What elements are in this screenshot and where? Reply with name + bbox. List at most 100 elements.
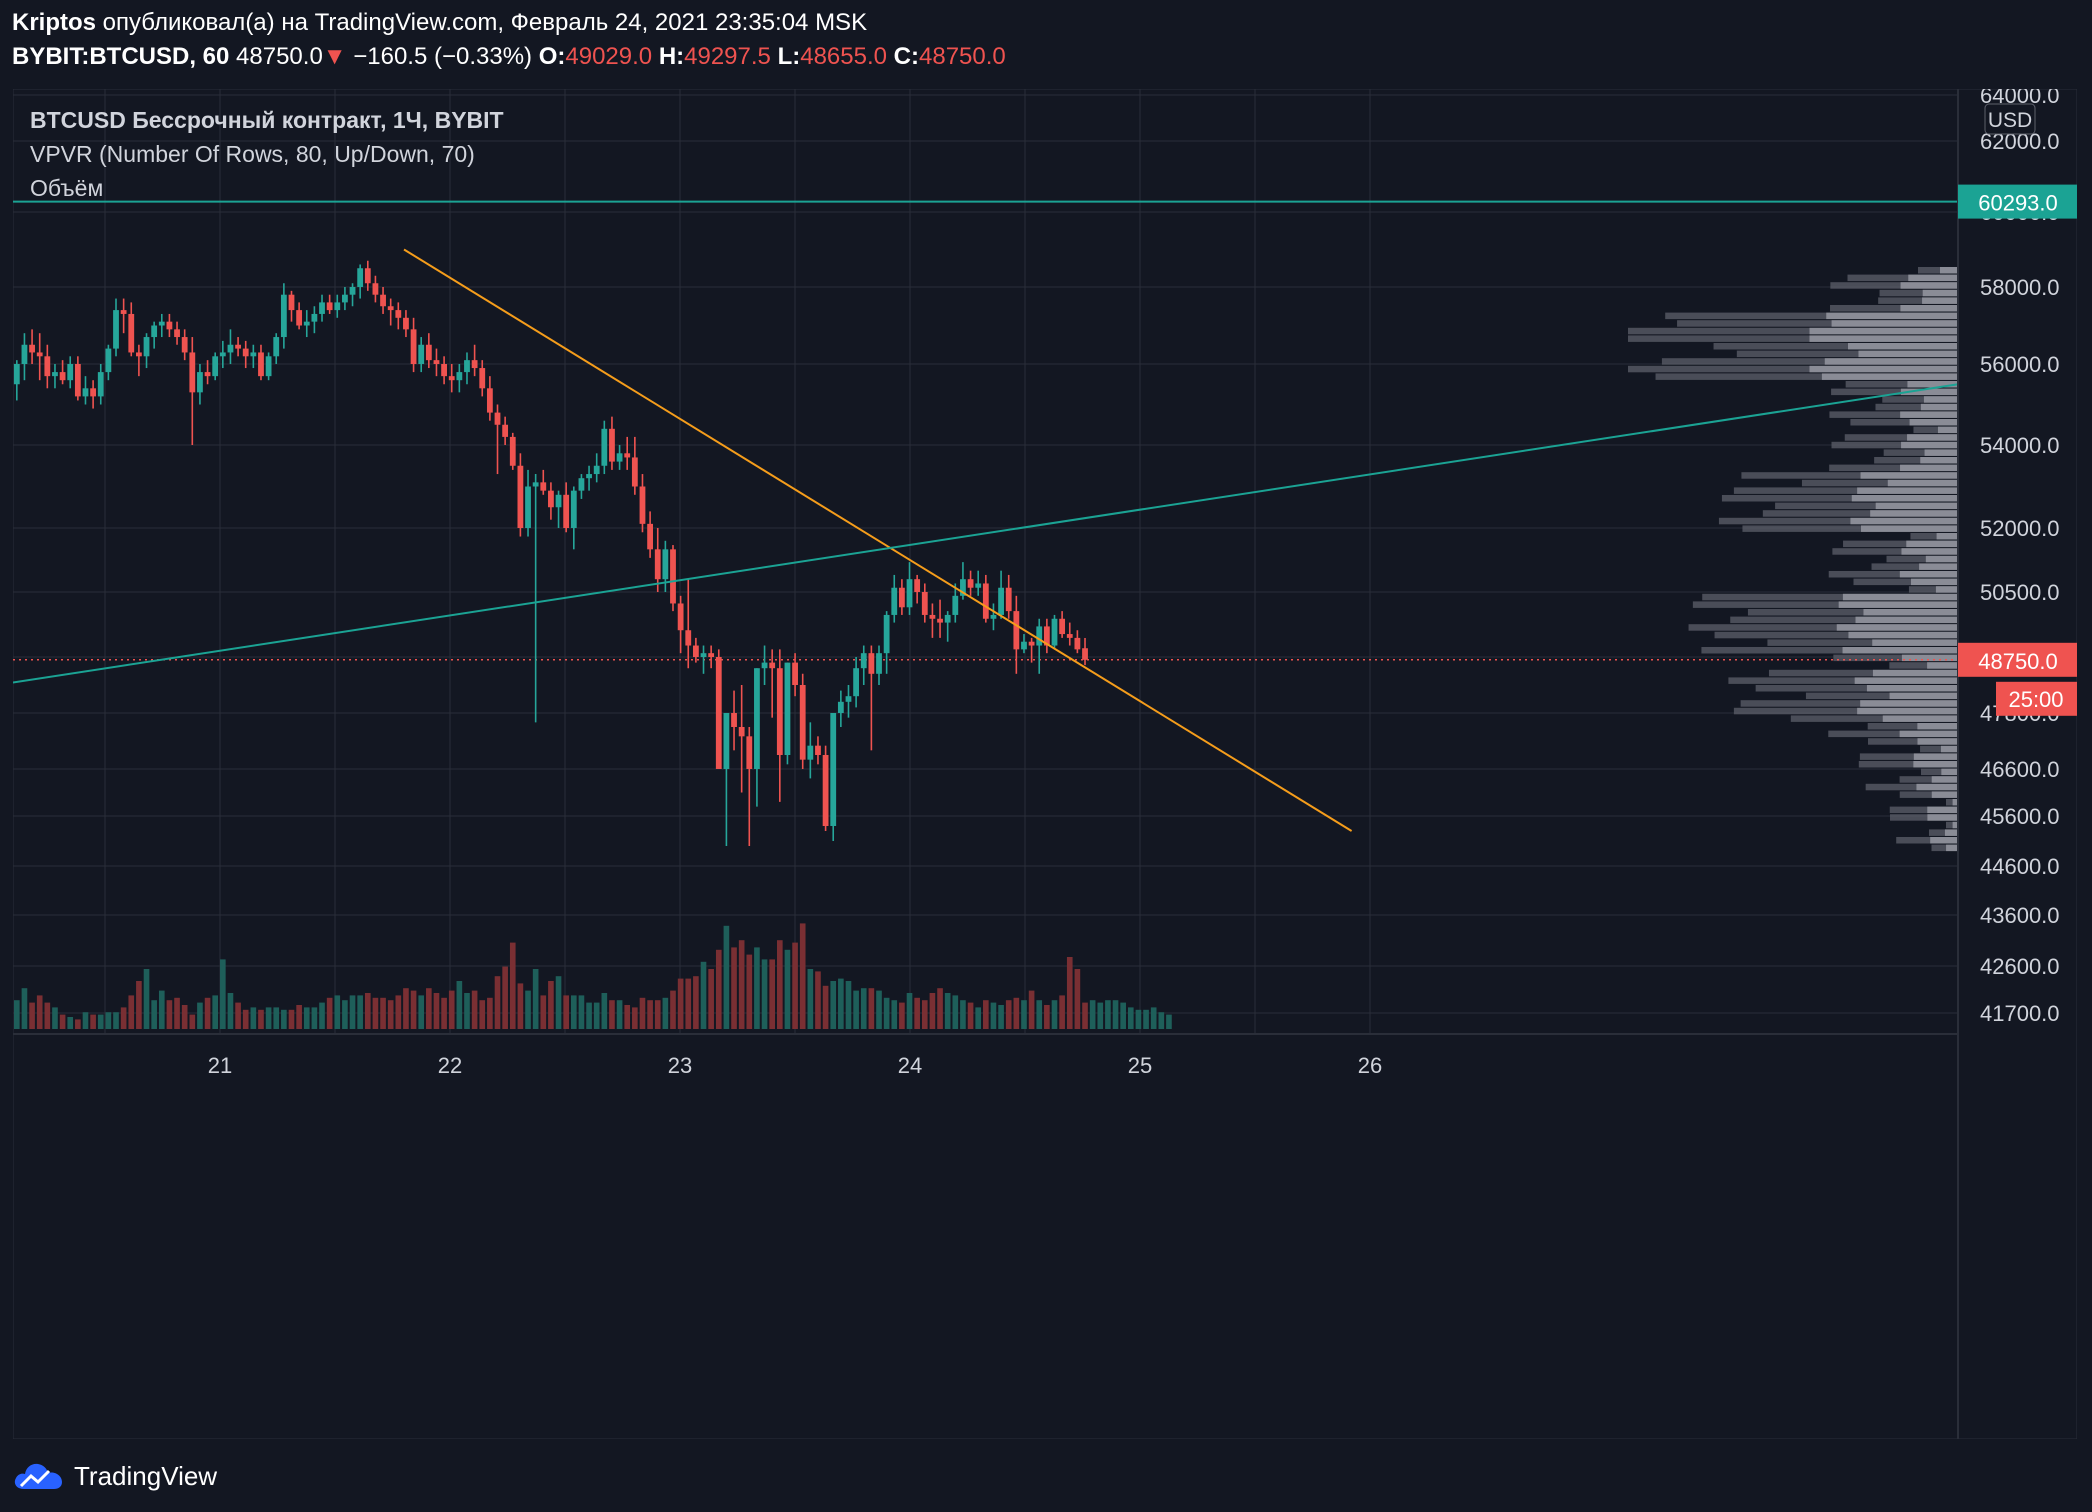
candle-body	[982, 583, 989, 619]
candle-body	[227, 344, 234, 353]
volume-bar	[952, 995, 959, 1029]
vpvr-row-up	[1952, 799, 1958, 806]
close-label: C:	[893, 43, 919, 70]
vpvr-row	[1775, 502, 1958, 510]
vpvr-row	[1850, 419, 1958, 426]
time-tick-label: 26	[1358, 1053, 1382, 1078]
vpvr-row	[1918, 267, 1958, 274]
vpvr-row-up	[1927, 806, 1958, 814]
volume-bar	[967, 1002, 974, 1029]
high-value: 49297.5	[684, 43, 771, 70]
vpvr-row	[1767, 639, 1958, 646]
candle-body	[456, 372, 463, 381]
vpvr-row	[1858, 761, 1958, 768]
vpvr-row-up	[1809, 365, 1958, 373]
vpvr-row	[1844, 434, 1958, 441]
volume-bar	[685, 978, 692, 1029]
vpvr-row	[1874, 457, 1958, 464]
vpvr-row	[1701, 647, 1958, 654]
price-tick-label: 56000.0	[1980, 352, 2060, 377]
candle-body	[334, 302, 341, 311]
price-tick-label: 45600.0	[1980, 804, 2060, 829]
candle-body	[494, 412, 501, 425]
vpvr-row-up	[1906, 540, 1958, 548]
volume-bar	[578, 995, 585, 1029]
candle-body	[1043, 626, 1050, 646]
candle-body	[799, 685, 806, 760]
vpvr-row-up	[1901, 548, 1958, 555]
countdown-text: 25:00	[2008, 687, 2063, 712]
down-arrow-icon: ▼	[322, 43, 347, 70]
volume-bar	[349, 995, 356, 1029]
horizontal-line[interactable]	[13, 200, 1958, 661]
volume-bar	[1089, 1000, 1096, 1029]
vpvr-row-up	[1857, 707, 1958, 715]
volume-bar	[448, 990, 455, 1029]
volume-bar	[441, 997, 447, 1029]
candle-body	[1013, 611, 1020, 650]
candle-body	[364, 268, 371, 284]
volume-bar	[1028, 990, 1035, 1029]
volume-bar	[960, 1000, 966, 1029]
volume-bar	[677, 978, 684, 1029]
candle-body	[326, 302, 333, 311]
candle-body	[1059, 618, 1066, 635]
candle-body	[1005, 587, 1012, 612]
vpvr-row-up	[1900, 282, 1958, 289]
volume-bar	[616, 1000, 623, 1029]
volume-bar	[548, 981, 554, 1029]
volume-bar	[586, 1002, 592, 1029]
vpvr-row-up	[1941, 768, 1958, 776]
volume-bar	[403, 988, 409, 1029]
trend-lines[interactable]	[13, 248, 1959, 832]
vpvr-row	[1790, 715, 1958, 722]
vpvr-row-up	[1900, 464, 1958, 472]
vpvr-row	[1628, 365, 1958, 373]
candle-body	[502, 424, 509, 437]
volume-bar	[220, 959, 226, 1029]
vpvr-row-up	[1920, 403, 1958, 411]
trendline-down[interactable]	[403, 248, 1353, 832]
candle-body	[929, 614, 936, 619]
trendline-up[interactable]	[13, 383, 1959, 690]
candle-body	[738, 727, 745, 737]
candle-body	[952, 595, 959, 615]
volume-bar	[853, 990, 859, 1029]
volume-bar	[555, 976, 562, 1029]
vpvr-row-up	[1944, 829, 1958, 836]
author-name[interactable]: Kriptos	[12, 9, 96, 36]
candle-body	[837, 701, 844, 713]
volume-bar	[975, 1007, 982, 1029]
chart-area[interactable]: 64000.062000.060000.058000.056000.054000…	[13, 89, 2077, 1439]
legend-line-3: Объём	[30, 175, 103, 201]
candle-body	[746, 736, 753, 769]
volume-bar	[334, 995, 341, 1029]
vpvr-row-up	[1860, 700, 1958, 707]
volume-bar	[899, 1002, 905, 1029]
volume-bar	[944, 993, 951, 1029]
candle-body	[898, 587, 905, 608]
chart-svg[interactable]: 64000.062000.060000.058000.056000.054000…	[13, 89, 2077, 1439]
candle-body	[906, 579, 913, 608]
vpvr-row	[1828, 730, 1958, 738]
vpvr-row-up	[1931, 791, 1958, 798]
footer-logo[interactable]: TradingView	[12, 1456, 217, 1496]
vpvr-row	[1688, 624, 1958, 631]
currency-box[interactable]	[1984, 103, 2036, 135]
volume-bar	[487, 997, 493, 1029]
volume-bar	[120, 1007, 127, 1029]
vpvr-row-up	[1854, 677, 1958, 684]
candle-body	[944, 614, 951, 623]
candle-body	[349, 287, 356, 295]
vpvr-row	[1665, 312, 1958, 320]
candle-body	[21, 344, 28, 364]
volume-bar	[860, 988, 867, 1029]
volume-bar	[197, 1002, 203, 1029]
ohlc-line: BYBIT:BTCUSD, 60 48750.0▼ −160.5 (−0.33%…	[12, 42, 1006, 72]
volume-bar	[36, 995, 43, 1029]
vpvr-row-up	[1821, 373, 1958, 380]
candle-body	[715, 657, 722, 769]
volume-bar	[983, 1000, 989, 1029]
candle-body	[425, 344, 432, 361]
volume-bar	[1051, 1000, 1058, 1029]
